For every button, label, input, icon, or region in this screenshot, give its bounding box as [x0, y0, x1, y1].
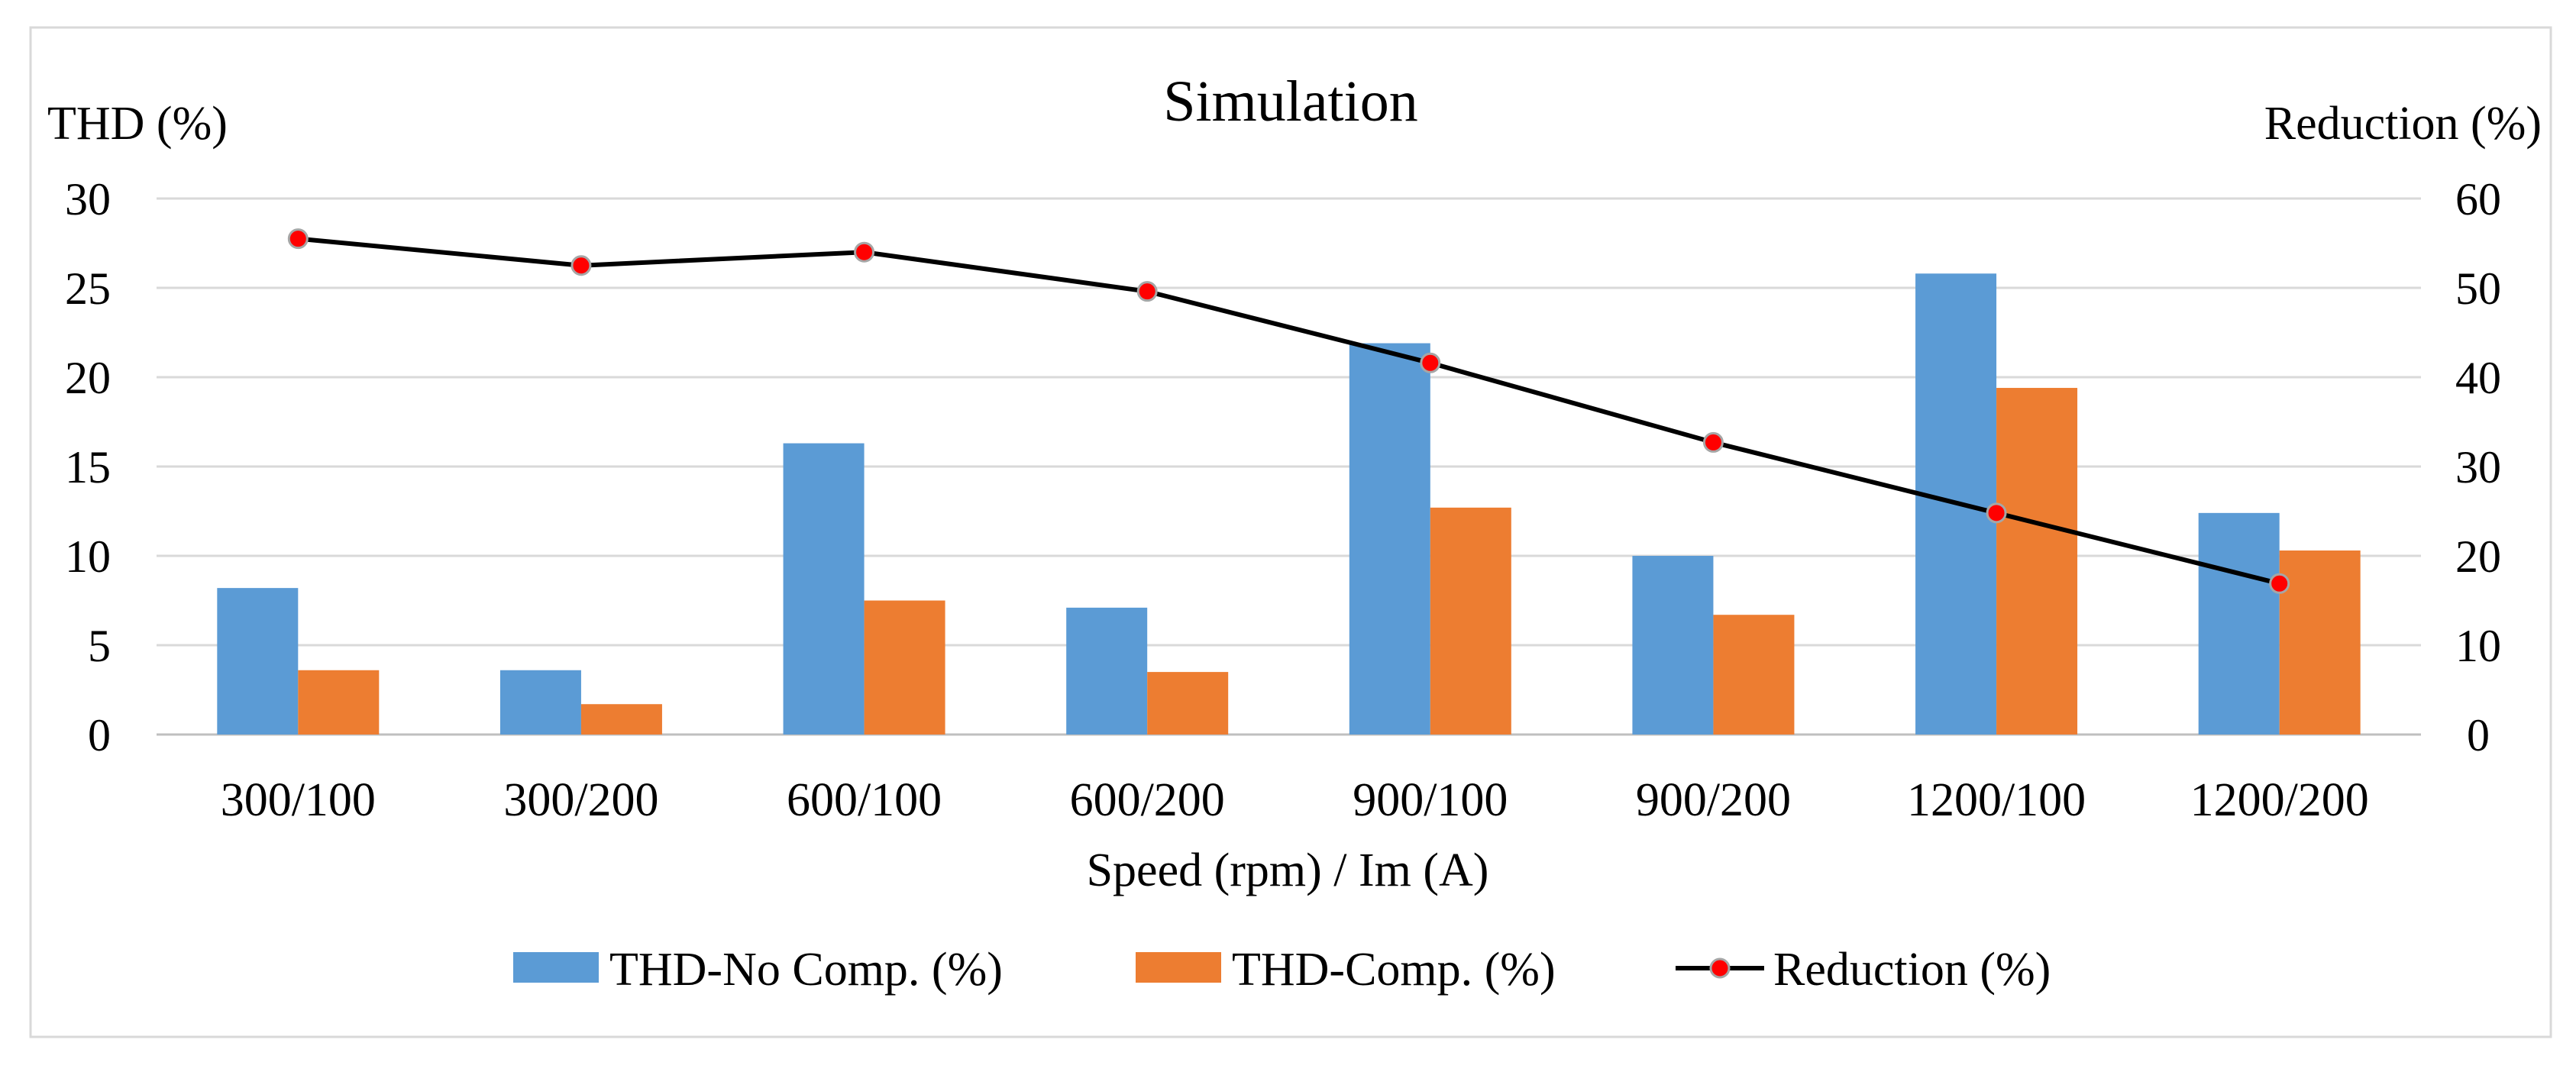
legend-label-reduction: Reduction (%) — [1773, 944, 2051, 996]
tick-labels: 0 5 10 15 20 25 30 0 10 20 30 40 50 60 300/100 300/200 6… — [65, 174, 2501, 826]
bar-thd-comp-600-200 — [1147, 672, 1229, 735]
right-tick-label: 20 — [2455, 531, 2501, 582]
left-axis-label: THD (%) — [47, 98, 228, 150]
right-tick-label: 0 — [2467, 710, 2490, 760]
chart-title: Simulation — [1163, 69, 1418, 134]
bar-thd-comp-300-100 — [298, 670, 380, 735]
bar-thd-comp-1200-100 — [1996, 388, 2078, 735]
right-tick-label: 60 — [2455, 174, 2501, 224]
reduction-point-600-200 — [1136, 281, 1158, 302]
bar-thd-no-comp-600-100 — [783, 443, 865, 735]
left-tick-label: 30 — [65, 174, 111, 224]
reduction-point-1200-200 — [2269, 573, 2290, 594]
reduction-point-300-100 — [287, 228, 309, 250]
right-tick-label: 10 — [2455, 621, 2501, 671]
left-tick-label: 0 — [88, 710, 111, 760]
bar-thd-no-comp-900-100 — [1349, 343, 1430, 735]
legend-marker-reduction — [1709, 957, 1731, 979]
reduction-point-900-100 — [1420, 352, 1441, 373]
x-tick-label: 600/200 — [1070, 774, 1225, 826]
reduction-point-600-100 — [854, 241, 875, 263]
bar-thd-no-comp-900-200 — [1632, 556, 1714, 735]
bar-thd-comp-900-200 — [1713, 615, 1795, 735]
left-tick-label: 10 — [65, 531, 111, 582]
reduction-line-group — [287, 228, 2290, 594]
x-tick-label: 1200/200 — [2190, 774, 2369, 826]
right-tick-label: 30 — [2455, 442, 2501, 492]
reduction-line — [298, 236, 2280, 586]
legend-label-thd-comp: THD-Comp. (%) — [1232, 944, 1556, 996]
left-tick-label: 20 — [65, 353, 111, 403]
x-axis-label: Speed (rpm) / Im (A) — [1087, 844, 1489, 896]
x-tick-label: 900/100 — [1353, 774, 1508, 826]
x-tick-label: 1200/100 — [1907, 774, 2086, 826]
legend: THD-No Comp. (%) THD-Comp. (%) Reduction… — [513, 944, 2051, 996]
bar-thd-comp-900-100 — [1430, 507, 1511, 735]
bar-thd-comp-300-200 — [580, 704, 662, 735]
bar-thd-no-comp-300-200 — [499, 670, 581, 735]
left-tick-label: 15 — [65, 442, 111, 492]
x-tick-label: 600/100 — [787, 774, 942, 826]
bar-thd-no-comp-600-200 — [1066, 607, 1148, 735]
reduction-point-900-200 — [1702, 431, 1724, 453]
bar-thd-no-comp-1200-200 — [2198, 512, 2280, 735]
legend-label-thd-no-comp: THD-No Comp. (%) — [609, 944, 1003, 996]
right-axis-label: Reduction (%) — [2264, 98, 2542, 150]
bar-thd-no-comp-300-100 — [217, 588, 299, 735]
left-tick-label: 25 — [65, 263, 111, 314]
reduction-point-1200-100 — [1986, 502, 2007, 524]
legend-swatch-thd-no-comp — [513, 952, 599, 983]
right-tick-label: 50 — [2455, 263, 2501, 314]
x-tick-label: 300/100 — [221, 774, 376, 826]
bar-thd-comp-600-100 — [864, 600, 945, 735]
left-tick-label: 5 — [88, 621, 111, 671]
right-tick-label: 40 — [2455, 353, 2501, 403]
x-tick-label: 900/200 — [1636, 774, 1791, 826]
reduction-point-300-200 — [570, 255, 592, 276]
chart-border — [29, 26, 2552, 1038]
bar-thd-comp-1200-200 — [2279, 550, 2361, 735]
x-tick-label: 300/200 — [503, 774, 658, 826]
bars — [217, 273, 2361, 735]
legend-swatch-thd-comp — [1136, 952, 1221, 983]
